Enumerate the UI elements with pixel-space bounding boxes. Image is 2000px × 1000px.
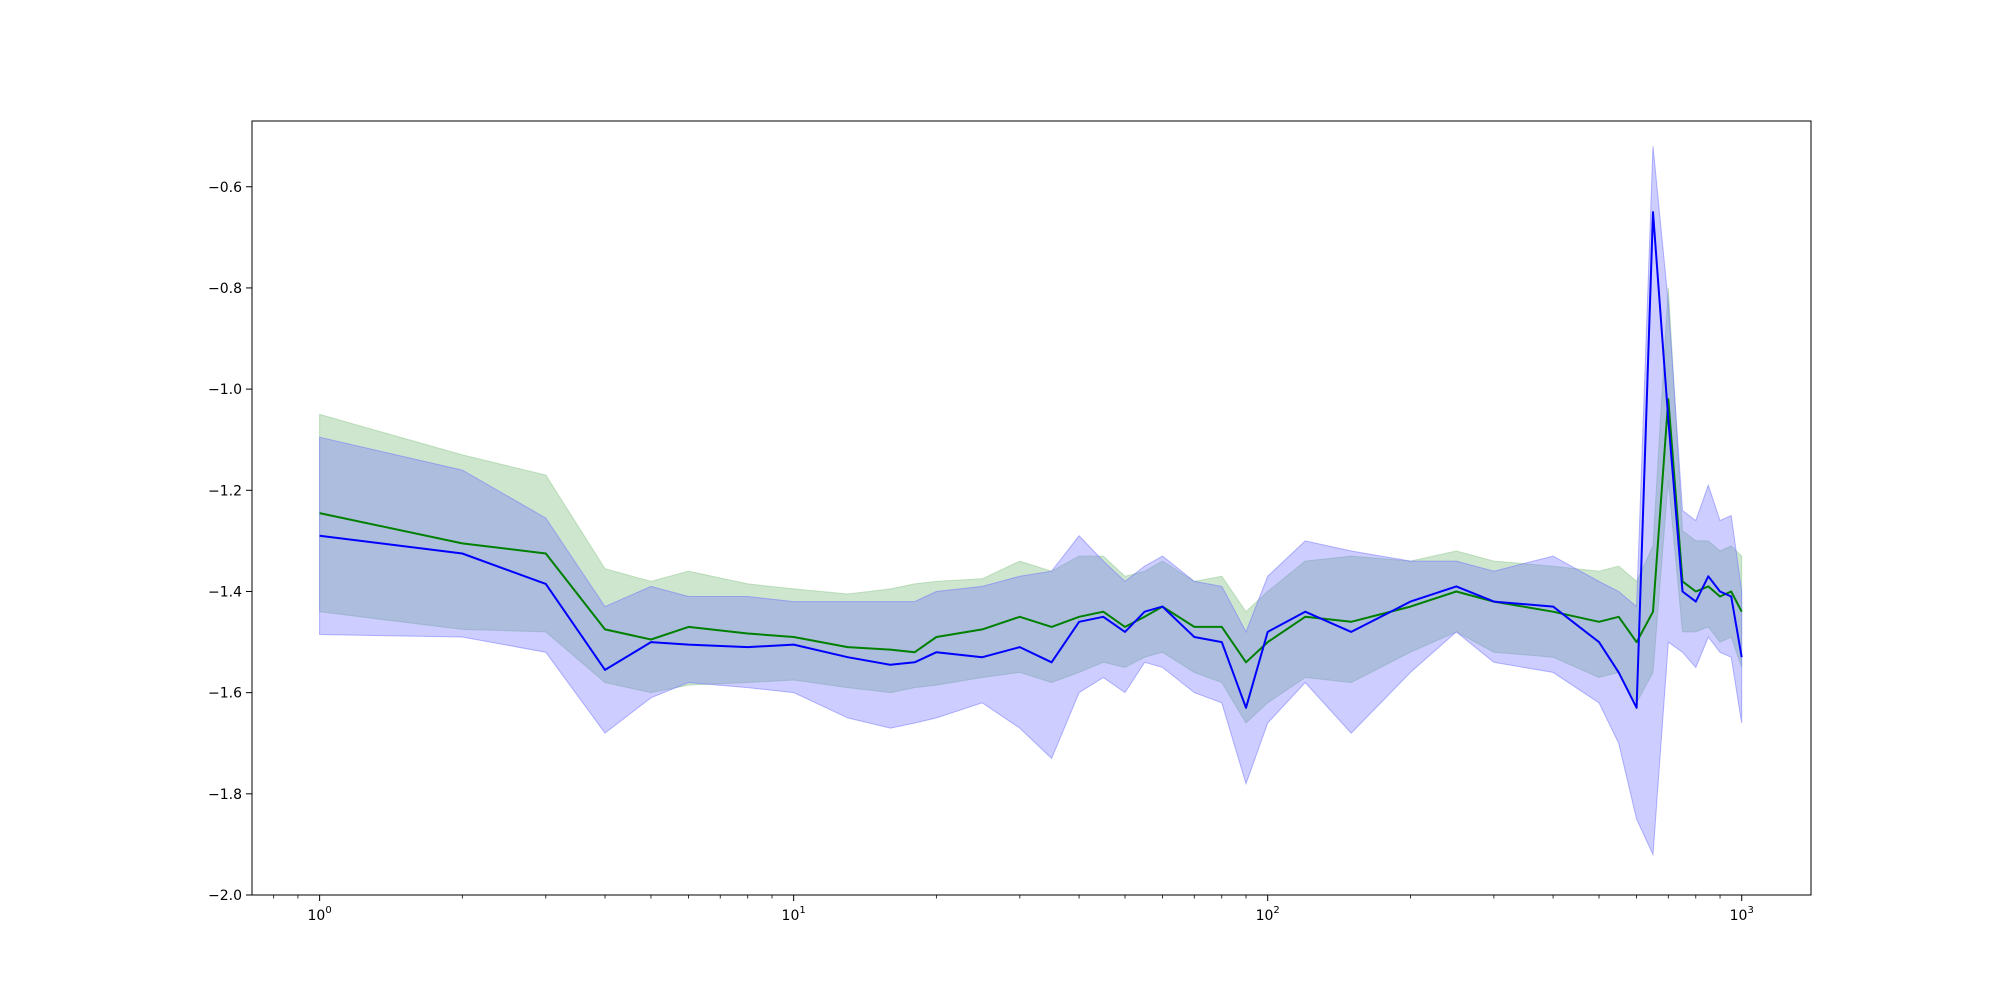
y-tick-label: −1.0 [208, 382, 242, 398]
x-axis: 100 101 102 103 [273, 895, 1754, 924]
y-axis: −0.6 −0.8 −1.0 −1.2 −1.4 −1.6 −1.8 −2.0 [208, 180, 252, 904]
y-tick-label: −1.4 [208, 584, 242, 600]
y-tick-label: −1.8 [208, 787, 242, 803]
y-tick-label: −1.2 [208, 483, 242, 499]
y-tick-label: −1.6 [208, 686, 242, 702]
series-2-band [319, 146, 1743, 857]
y-tick-label: −2.0 [208, 888, 242, 904]
x-tick-label: 101 [782, 905, 806, 924]
y-tick-label: −0.8 [208, 281, 242, 297]
plot-frame [251, 120, 1812, 896]
series-2-line [319, 211, 1743, 709]
x-tick-label: 100 [308, 905, 332, 924]
series-1-line [319, 398, 1743, 664]
x-tick-label: 102 [1256, 905, 1280, 924]
y-tick-label: −0.6 [208, 180, 242, 196]
series-lines [319, 211, 1743, 709]
x-tick-label: 103 [1730, 905, 1754, 924]
